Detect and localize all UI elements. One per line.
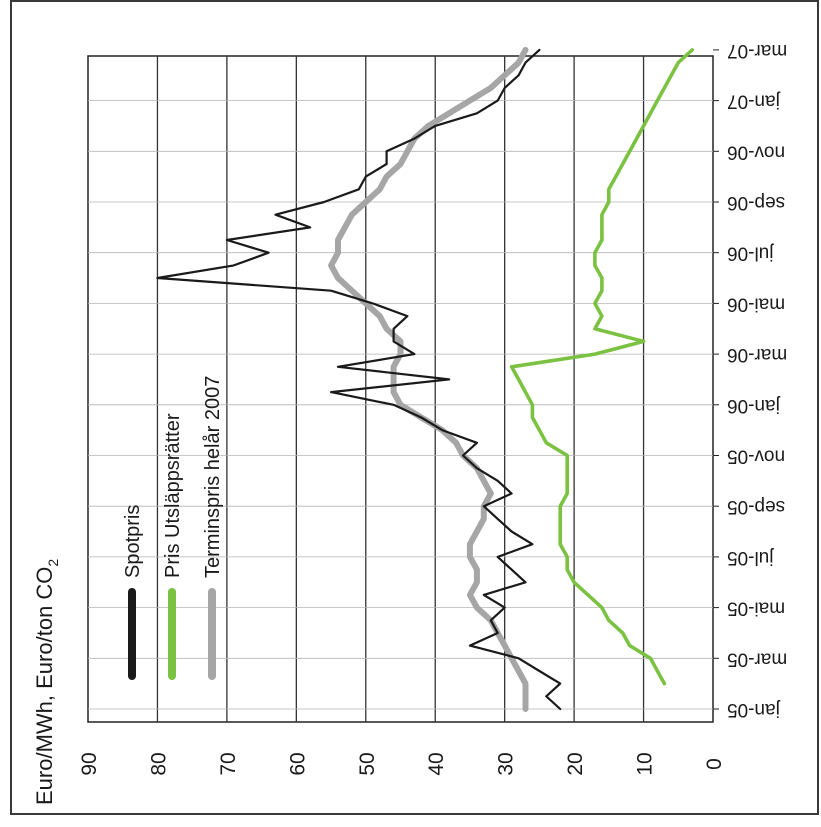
value-tick-label: 30: [495, 752, 518, 775]
time-tick-label: jul-06: [727, 243, 774, 264]
legend-label: Spotpris: [122, 505, 144, 578]
time-tick-label: jan-07: [727, 91, 781, 112]
time-tick-label: mar-05: [727, 648, 787, 669]
outer-border: [10, 0, 819, 815]
time-tick-label: mai-05: [727, 598, 785, 619]
value-tick-label: 70: [217, 752, 240, 775]
value-tick-label: 50: [356, 752, 379, 775]
y-axis-title-subscript: 2: [45, 559, 61, 567]
time-tick-label: mar-07: [727, 40, 787, 61]
series-line-Terminspris helår 2007: [328, 46, 529, 712]
time-tick-label: sep-05: [727, 496, 785, 517]
value-tick-label: 60: [286, 752, 309, 775]
series-line-Spotpris: [156, 48, 562, 711]
time-tick-label: nov-05: [727, 445, 785, 466]
time-tick-label: jan-05: [727, 699, 781, 720]
chart-plot: 90 80 70 60 50 40 30 20 10 0 jan-05 mar-05 mai-05 jul…: [32, 40, 787, 805]
legend-label: Pris Utsläppsrätter: [162, 413, 184, 578]
value-tick-label: 80: [147, 752, 170, 775]
time-tick-label: mar-06: [727, 344, 787, 365]
time-tick-label: jul-05: [727, 547, 774, 568]
value-tick-label: 10: [634, 752, 657, 775]
value-tick-label: 90: [78, 752, 101, 775]
legend-label: Terminspris helår 2007: [202, 376, 224, 578]
value-tick-label: 40: [425, 752, 448, 775]
plot-border: [87, 55, 714, 723]
time-tick-label: mai-06: [727, 293, 785, 314]
time-tick-label: nov-06: [727, 141, 785, 162]
value-tick-label: 0: [703, 758, 726, 770]
y-axis-title: Euro/MWh, Euro/ton CO2: [32, 559, 61, 805]
value-tick-label: 20: [564, 752, 587, 775]
time-tick-label: sep-06: [727, 192, 785, 213]
time-tick-label: jan-06: [727, 395, 781, 416]
series-line-Pris Utsläppsrätter: [509, 48, 695, 686]
